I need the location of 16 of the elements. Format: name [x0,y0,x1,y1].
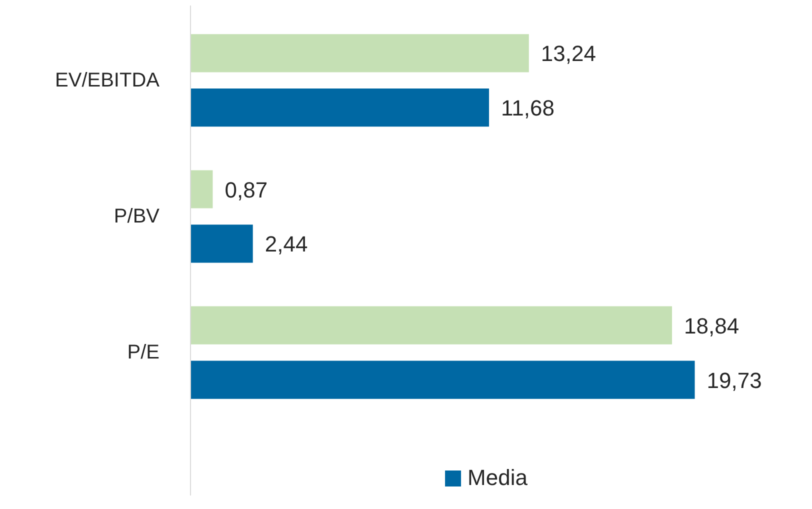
data-label: 0,87 [224,177,268,202]
bar [190,170,213,208]
y-tick-label: P/BV [114,205,160,228]
data-label: 13,24 [540,41,596,66]
bar [190,360,695,399]
data-label: 18,84 [684,313,740,338]
data-label: 19,73 [706,368,762,393]
bar [190,224,253,263]
data-label: 2,44 [264,232,308,257]
bar [190,306,672,344]
bar [190,88,490,127]
bar [190,34,529,72]
data-label: 11,68 [501,96,554,121]
y-tick-label: P/E [127,342,160,364]
y-tick-label: EV/EBITDA [55,69,160,92]
legend-label: Media [468,465,528,491]
